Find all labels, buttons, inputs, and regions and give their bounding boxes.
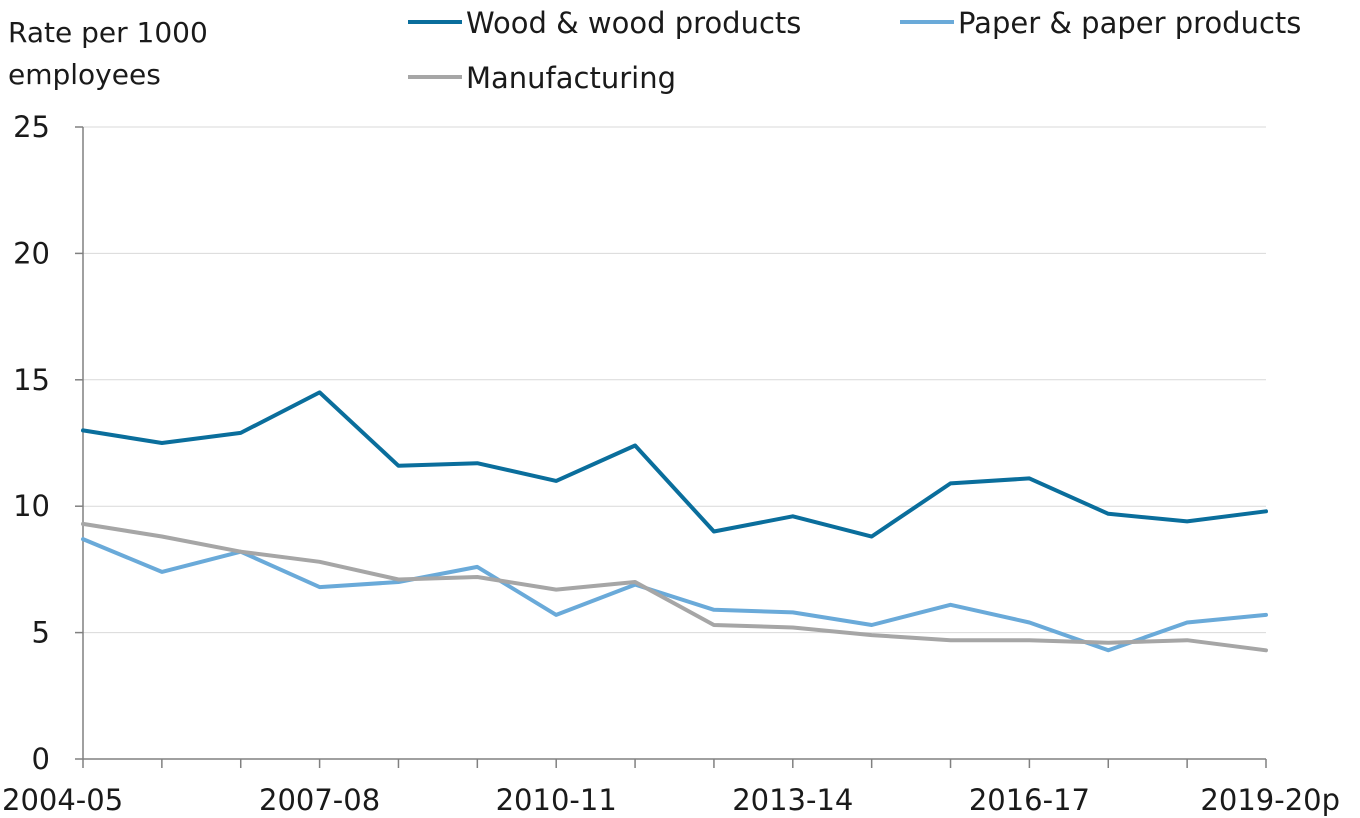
y-axis-label-line-1: Rate per 1000 — [8, 16, 208, 49]
y-tick-label: 5 — [32, 616, 50, 650]
y-tick-label: 15 — [13, 363, 50, 397]
x-tick-label: 2016-17 — [969, 783, 1090, 817]
series-line-wood — [81, 390, 1268, 539]
axes — [75, 126, 1266, 760]
legend-label-manufacturing: Manufacturing — [466, 61, 676, 95]
x-tick-labels: 2004-05 2007-08 2010-11 2013-14 2016-17 2019-… — [2, 783, 1340, 817]
x-tick-label: 2007-08 — [259, 783, 380, 817]
y-tick-label: 10 — [13, 489, 50, 523]
x-tick-label: 2004-05 — [2, 783, 123, 817]
series-line-manufacturing — [81, 521, 1268, 653]
x-tick-label: 2019-20p — [1200, 783, 1340, 817]
gridlines — [83, 126, 1266, 634]
y-tick-label: 25 — [13, 110, 50, 144]
legend-label-wood: Wood & wood products — [466, 6, 801, 40]
legend-label-paper: Paper & paper products — [958, 6, 1301, 40]
y-tick-labels: 0 5 10 15 20 25 — [13, 110, 50, 776]
x-tick-label: 2010-11 — [496, 783, 617, 817]
y-tick-label: 20 — [13, 236, 50, 270]
y-axis-label-line-2: employees — [8, 58, 161, 91]
x-tick-label: 2013-14 — [732, 783, 853, 817]
legend: Wood & wood products Paper & paper produ… — [408, 6, 1301, 95]
series-lines — [81, 390, 1268, 653]
y-tick-label: 0 — [32, 742, 50, 776]
series-line-paper — [81, 537, 1268, 653]
x-tick-marks — [82, 759, 1267, 768]
